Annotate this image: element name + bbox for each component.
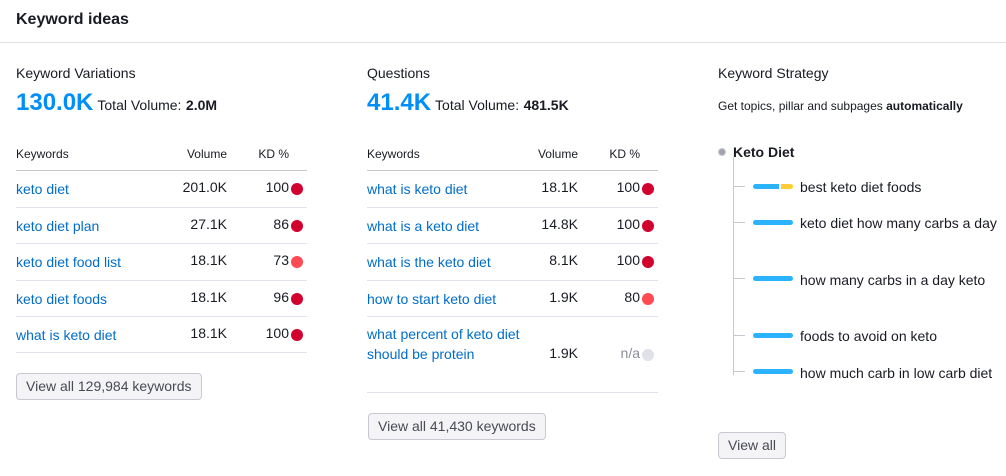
table-row: keto diet plan 27.1K 86 [16,208,307,244]
questions-count[interactable]: 41.4K [367,89,432,116]
keyword-link[interactable]: what is a keto diet [367,218,480,234]
tree-branch-line [733,186,745,187]
variations-table-header: Keywords Volume KD % [16,143,307,171]
volume-value: 8.1K [549,252,578,268]
kd-indicator-dot [642,220,654,232]
table-row: what is a keto diet 14.8K 100 [367,208,658,244]
column-header-kd: KD % [609,147,640,161]
table-row: what is keto diet 18.1K 100 [16,317,307,353]
kd-value: 73 [273,252,289,268]
view-all-variations-button[interactable]: View all 129,984 keywords [16,373,202,400]
keyword-link[interactable]: keto diet food list [16,254,122,270]
kd-value: 80 [624,289,640,305]
widget-header: Keyword ideas [0,0,1006,43]
questions-table: Keywords Volume KD % what is keto diet 1… [367,143,658,393]
strategy-topic-item[interactable]: keto diet how many carbs a day [800,215,997,231]
volume-value: 18.1K [541,179,578,195]
tree-root-dot-icon [718,148,726,156]
variations-title: Keyword Variations [16,65,136,81]
kd-value: 100 [265,325,289,341]
kd-indicator-dot [291,256,303,268]
volume-value: 201.0K [182,179,227,195]
questions-title: Questions [367,65,431,81]
keyword-link[interactable]: what percent of keto diet should be prot… [367,326,520,362]
strategy-topic-item[interactable]: best keto diet foods [800,179,922,195]
keyword-link[interactable]: keto diet foods [16,291,108,307]
volume-value: 18.1K [190,289,227,305]
kd-indicator-dot [642,293,654,305]
kd-value: 100 [616,252,640,268]
topic-volume-bar [753,276,793,281]
volume-value: 1.9K [549,345,578,361]
kd-value: 100 [616,179,640,195]
strategy-topic-item[interactable]: how much carb in low carb diet [800,365,993,381]
tree-branch-line [733,335,745,336]
widget-title: Keyword ideas [16,11,129,28]
kd-value: 100 [616,216,640,232]
volume-value: 27.1K [190,216,227,232]
column-header-volume: Volume [537,147,578,161]
kd-value: 100 [265,179,289,195]
strategy-tree: Keto Diet best keto diet foods keto diet… [718,139,1006,419]
variations-total-label: Total Volume: [97,97,182,113]
keyword-link[interactable]: what is keto diet [367,181,468,197]
questions-summary: 41.4K Total Volume: 481.5K [367,89,569,117]
variations-summary: 130.0K Total Volume: 2.0M [16,89,217,117]
topic-volume-bar [753,220,793,225]
questions-total-label: Total Volume: [435,97,520,113]
strategy-topic-item[interactable]: foods to avoid on keto [800,328,937,344]
column-header-keywords: Keywords [367,147,420,161]
volume-value: 14.8K [541,216,578,232]
tree-branch-line [733,371,745,372]
table-row: keto diet 201.0K 100 [16,171,307,208]
tree-root-label[interactable]: Keto Diet [733,144,795,160]
strategy-subtitle: Get topics, pillar and subpages automati… [718,99,963,113]
column-header-kd: KD % [258,147,289,161]
kd-indicator-dot [291,293,303,305]
table-row: keto diet foods 18.1K 96 [16,281,307,317]
keyword-link[interactable]: keto diet [16,181,69,197]
table-row: how to start keto diet 1.9K 80 [367,281,658,317]
table-row: what percent of keto diet should be prot… [367,317,658,393]
topic-volume-bar [753,369,793,374]
strategy-subtitle-prefix: Get topics, pillar and subpages [718,99,887,113]
view-all-strategy-button[interactable]: View all [718,432,786,459]
questions-total-value: 481.5K [523,97,569,113]
tree-branch-line [733,278,745,279]
variations-count[interactable]: 130.0K [16,89,94,116]
kd-indicator-dot [642,349,654,361]
volume-value: 18.1K [190,325,227,341]
kd-indicator-dot [642,183,654,195]
table-row: keto diet food list 18.1K 73 [16,244,307,281]
kd-value: 96 [273,289,289,305]
tree-branch-line [733,222,745,223]
keyword-link[interactable]: what is keto diet [16,327,117,343]
kd-indicator-dot [291,329,303,341]
variations-table: Keywords Volume KD % keto diet 201.0K 10… [16,143,307,353]
view-all-questions-button[interactable]: View all 41,430 keywords [368,413,546,440]
variations-total-value: 2.0M [185,97,218,113]
topic-volume-bar [753,333,793,338]
keyword-link[interactable]: keto diet plan [16,218,100,234]
kd-indicator-dot [291,183,303,195]
questions-table-header: Keywords Volume KD % [367,143,658,171]
volume-value: 18.1K [190,252,227,268]
kd-indicator-dot [642,256,654,268]
kd-value: n/a [620,345,640,361]
strategy-topic-item[interactable]: how many carbs in a day keto [800,272,986,288]
column-header-keywords: Keywords [16,147,69,161]
strategy-subtitle-bold: automatically [886,99,963,113]
volume-value: 1.9K [549,289,578,305]
strategy-title: Keyword Strategy [718,65,829,81]
table-row: what is keto diet 18.1K 100 [367,171,658,208]
keyword-link[interactable]: how to start keto diet [367,291,497,307]
kd-indicator-dot [291,220,303,232]
keyword-link[interactable]: what is the keto diet [367,254,491,270]
table-row: what is the keto diet 8.1K 100 [367,244,658,281]
tree-connector-line [733,157,734,375]
kd-value: 86 [273,216,289,232]
column-header-volume: Volume [186,147,227,161]
